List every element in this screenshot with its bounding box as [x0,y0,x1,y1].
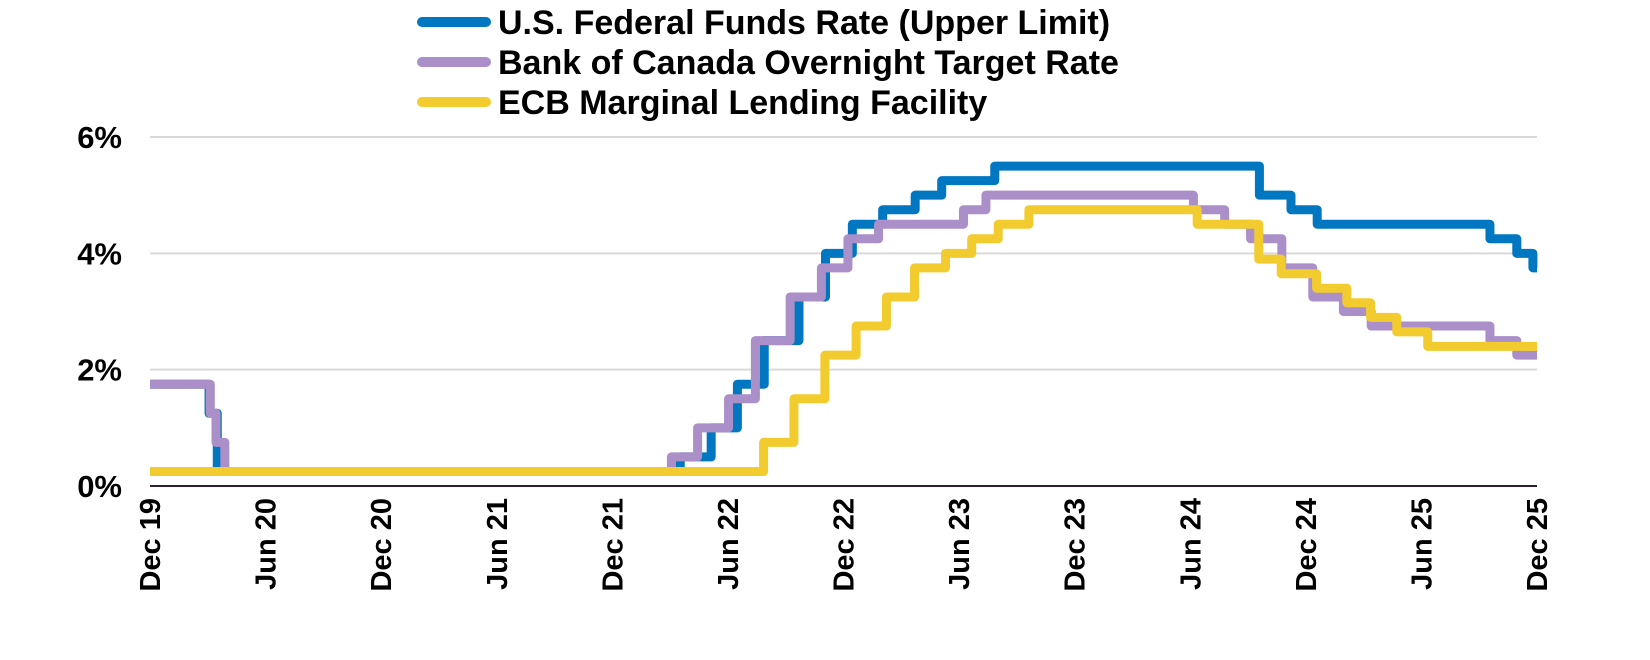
y-tick-label: 6% [77,120,122,155]
x-tick-label: Dec 24 [1291,498,1323,592]
x-tick-label: Jun 22 [713,498,745,590]
y-tick-label: 2% [77,353,122,388]
y-tick-label: 4% [77,236,122,271]
legend-label: ECB Marginal Lending Facility [498,84,987,122]
y-tick-label: 0% [77,469,122,504]
series-line-0 [150,161,1538,476]
series-lines [150,161,1538,476]
legend-label: Bank of Canada Overnight Target Rate [498,44,1119,82]
x-tick-label: Dec 25 [1522,498,1554,592]
x-tick-label: Jun 21 [482,498,514,590]
x-axis-ticks: Dec 19 Jun 20 Dec 20 Jun 21 Dec 21 Jun 22 Dec … [135,498,1554,592]
legend: U.S. Federal Funds Rate (Upper Limit)Ban… [417,4,1119,122]
x-tick-label: Jun 24 [1175,498,1207,590]
x-tick-label: Dec 21 [597,498,629,592]
y-axis-ticks: 0% 2% 4% 6% [77,120,122,504]
series-line-2 [150,205,1537,476]
legend-label: U.S. Federal Funds Rate (Upper Limit) [498,4,1110,42]
x-tick-label: Jun 23 [944,498,976,590]
x-tick-label: Jun 25 [1406,498,1438,590]
x-tick-label: Dec 20 [366,498,398,592]
x-tick-label: Dec 19 [135,498,167,592]
series-line-1 [150,190,1537,476]
x-tick-label: Jun 20 [251,498,283,590]
x-tick-label: Dec 23 [1060,498,1092,592]
x-tick-label: Dec 22 [829,498,861,592]
